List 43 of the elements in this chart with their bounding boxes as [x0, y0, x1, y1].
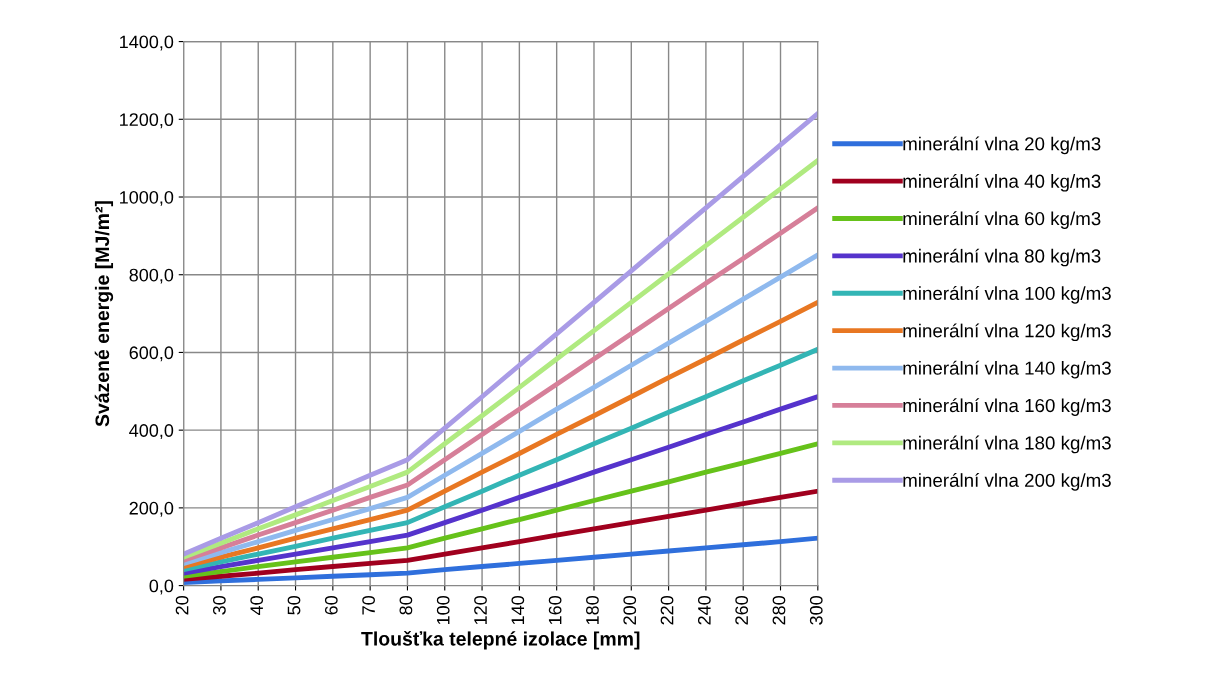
y-tick-label: 1200,0: [120, 113, 174, 129]
x-tick-label: 240: [697, 596, 711, 625]
x-tick-label: 300: [809, 596, 823, 625]
y-axis-title: Svázené energie [MJ/m²]: [94, 201, 114, 427]
x-tick-label: 40: [250, 596, 264, 615]
x-tick-label: 70: [362, 596, 375, 615]
y-tick-label: 1400,0: [120, 35, 174, 51]
line-series: [183, 441, 818, 579]
x-tick-label: 220: [660, 596, 674, 625]
legend-label: minerální vlna 40 kg/m3: [903, 173, 1101, 192]
legend-label: minerální vlna 200 kg/m3: [903, 472, 1111, 491]
x-tick-label: 140: [511, 596, 525, 625]
legend-label: minerální vlna 120 kg/m3: [903, 323, 1111, 342]
legend-label: minerální vlna 160 kg/m3: [903, 398, 1111, 416]
line-series: [183, 346, 818, 573]
legend-label: minerální vlna 180 kg/m3: [903, 435, 1111, 454]
legend-label: minerální vlna 140 kg/m3: [903, 360, 1111, 379]
legend-label: minerální vlna 80 kg/m3: [903, 248, 1101, 267]
y-tick-label: 200,0: [129, 501, 174, 517]
y-tick-label: 800,0: [129, 268, 174, 284]
x-tick-label: 80: [399, 596, 413, 615]
line-series: [183, 394, 818, 576]
x-tick-label: 50: [287, 596, 301, 615]
x-axis-title: Tloušťka telepné izolace [mm]: [361, 630, 640, 650]
legend-label: minerální vlna 20 kg/m3: [903, 136, 1101, 155]
y-tick-label: 600,0: [129, 346, 174, 362]
y-tick-label: 400,0: [129, 424, 174, 440]
x-tick-label: 200: [623, 596, 637, 625]
x-tick-label: 60: [324, 596, 338, 615]
x-tick-label: 30: [212, 596, 226, 615]
x-tick-label: 160: [548, 596, 562, 625]
y-tick-label: 0,0: [149, 579, 174, 595]
line-series: [183, 299, 818, 569]
x-tick-label: 180: [586, 596, 599, 625]
x-tick-label: 120: [474, 596, 487, 625]
legend-label: minerální vlna 60 kg/m3: [903, 211, 1101, 229]
line-series: [183, 488, 818, 582]
x-tick-label: 280: [772, 596, 786, 625]
legend-label: minerální vlna 100 kg/m3: [903, 286, 1111, 304]
x-tick-label: 260: [735, 596, 749, 625]
y-tick-label: 1000,0: [120, 190, 174, 206]
x-tick-label: 100: [436, 596, 450, 625]
x-tick-label: 20: [175, 596, 189, 615]
